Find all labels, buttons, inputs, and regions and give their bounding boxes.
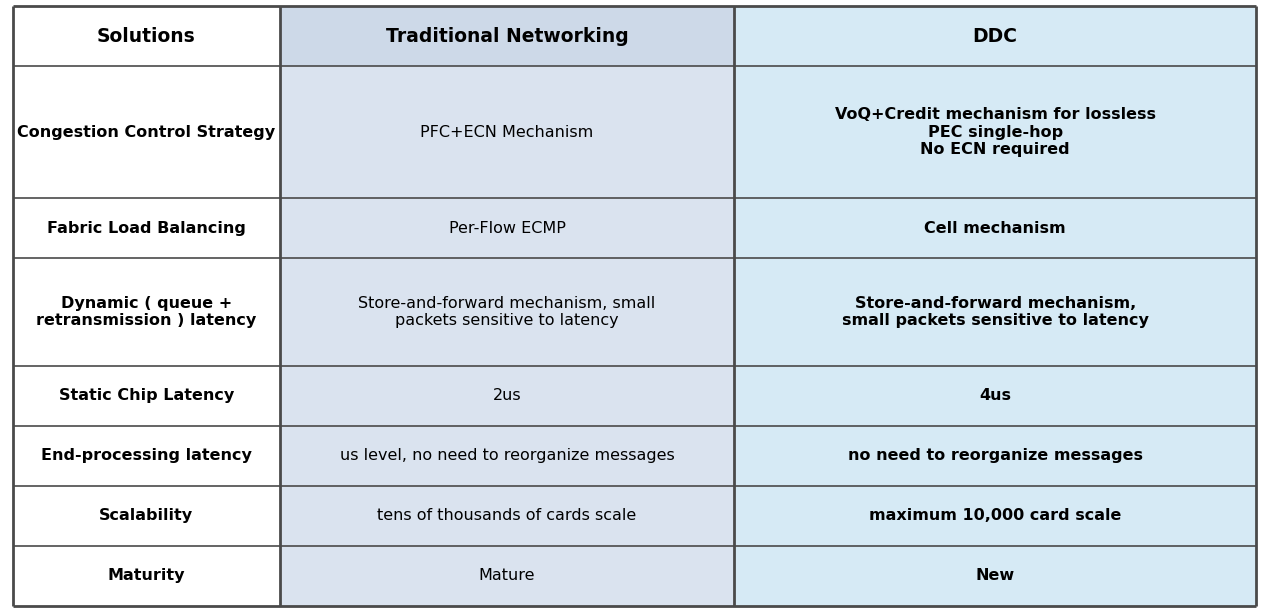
Bar (733, 258, 1256, 366)
Text: Per-Flow ECMP: Per-Flow ECMP (448, 220, 566, 236)
Bar (13, 198, 280, 258)
Bar (13, 366, 280, 426)
Bar (13, 426, 280, 486)
Bar (733, 198, 1256, 258)
Bar (733, 486, 1256, 546)
Text: VoQ+Credit mechanism for lossless
PEC single-hop
No ECN required: VoQ+Credit mechanism for lossless PEC si… (835, 107, 1156, 157)
Text: 2us: 2us (492, 389, 522, 403)
Text: Store-and-forward mechanism,
small packets sensitive to latency: Store-and-forward mechanism, small packe… (841, 296, 1148, 328)
Bar (280, 366, 733, 426)
Text: maximum 10,000 card scale: maximum 10,000 card scale (869, 509, 1122, 523)
Bar (733, 66, 1256, 198)
Text: Congestion Control Strategy: Congestion Control Strategy (18, 125, 275, 140)
Bar (280, 426, 733, 486)
Text: no need to reorganize messages: no need to reorganize messages (848, 449, 1142, 463)
Text: New: New (976, 569, 1015, 583)
Bar (13, 486, 280, 546)
Bar (13, 546, 280, 606)
Text: DDC: DDC (972, 26, 1018, 46)
Text: 4us: 4us (980, 389, 1011, 403)
Text: Store-and-forward mechanism, small
packets sensitive to latency: Store-and-forward mechanism, small packe… (358, 296, 656, 328)
Text: Scalability: Scalability (99, 509, 193, 523)
Text: PFC+ECN Mechanism: PFC+ECN Mechanism (420, 125, 594, 140)
Bar (13, 6, 280, 66)
Bar (280, 66, 733, 198)
Text: Maturity: Maturity (108, 569, 185, 583)
Bar (733, 366, 1256, 426)
Bar (13, 258, 280, 366)
Text: Dynamic ( queue +
retransmission ) latency: Dynamic ( queue + retransmission ) laten… (37, 296, 256, 328)
Text: Mature: Mature (478, 569, 536, 583)
Text: Fabric Load Balancing: Fabric Load Balancing (47, 220, 246, 236)
Bar (280, 258, 733, 366)
Text: Static Chip Latency: Static Chip Latency (58, 389, 233, 403)
Bar (280, 198, 733, 258)
Text: us level, no need to reorganize messages: us level, no need to reorganize messages (340, 449, 674, 463)
Text: tens of thousands of cards scale: tens of thousands of cards scale (377, 509, 637, 523)
Text: End-processing latency: End-processing latency (41, 449, 251, 463)
Bar (280, 6, 733, 66)
Bar (280, 546, 733, 606)
Bar (733, 426, 1256, 486)
Bar (13, 66, 280, 198)
Text: Solutions: Solutions (96, 26, 195, 46)
Text: Cell mechanism: Cell mechanism (924, 220, 1066, 236)
Bar (733, 546, 1256, 606)
Text: Traditional Networking: Traditional Networking (386, 26, 628, 46)
Bar (280, 486, 733, 546)
Bar (733, 6, 1256, 66)
